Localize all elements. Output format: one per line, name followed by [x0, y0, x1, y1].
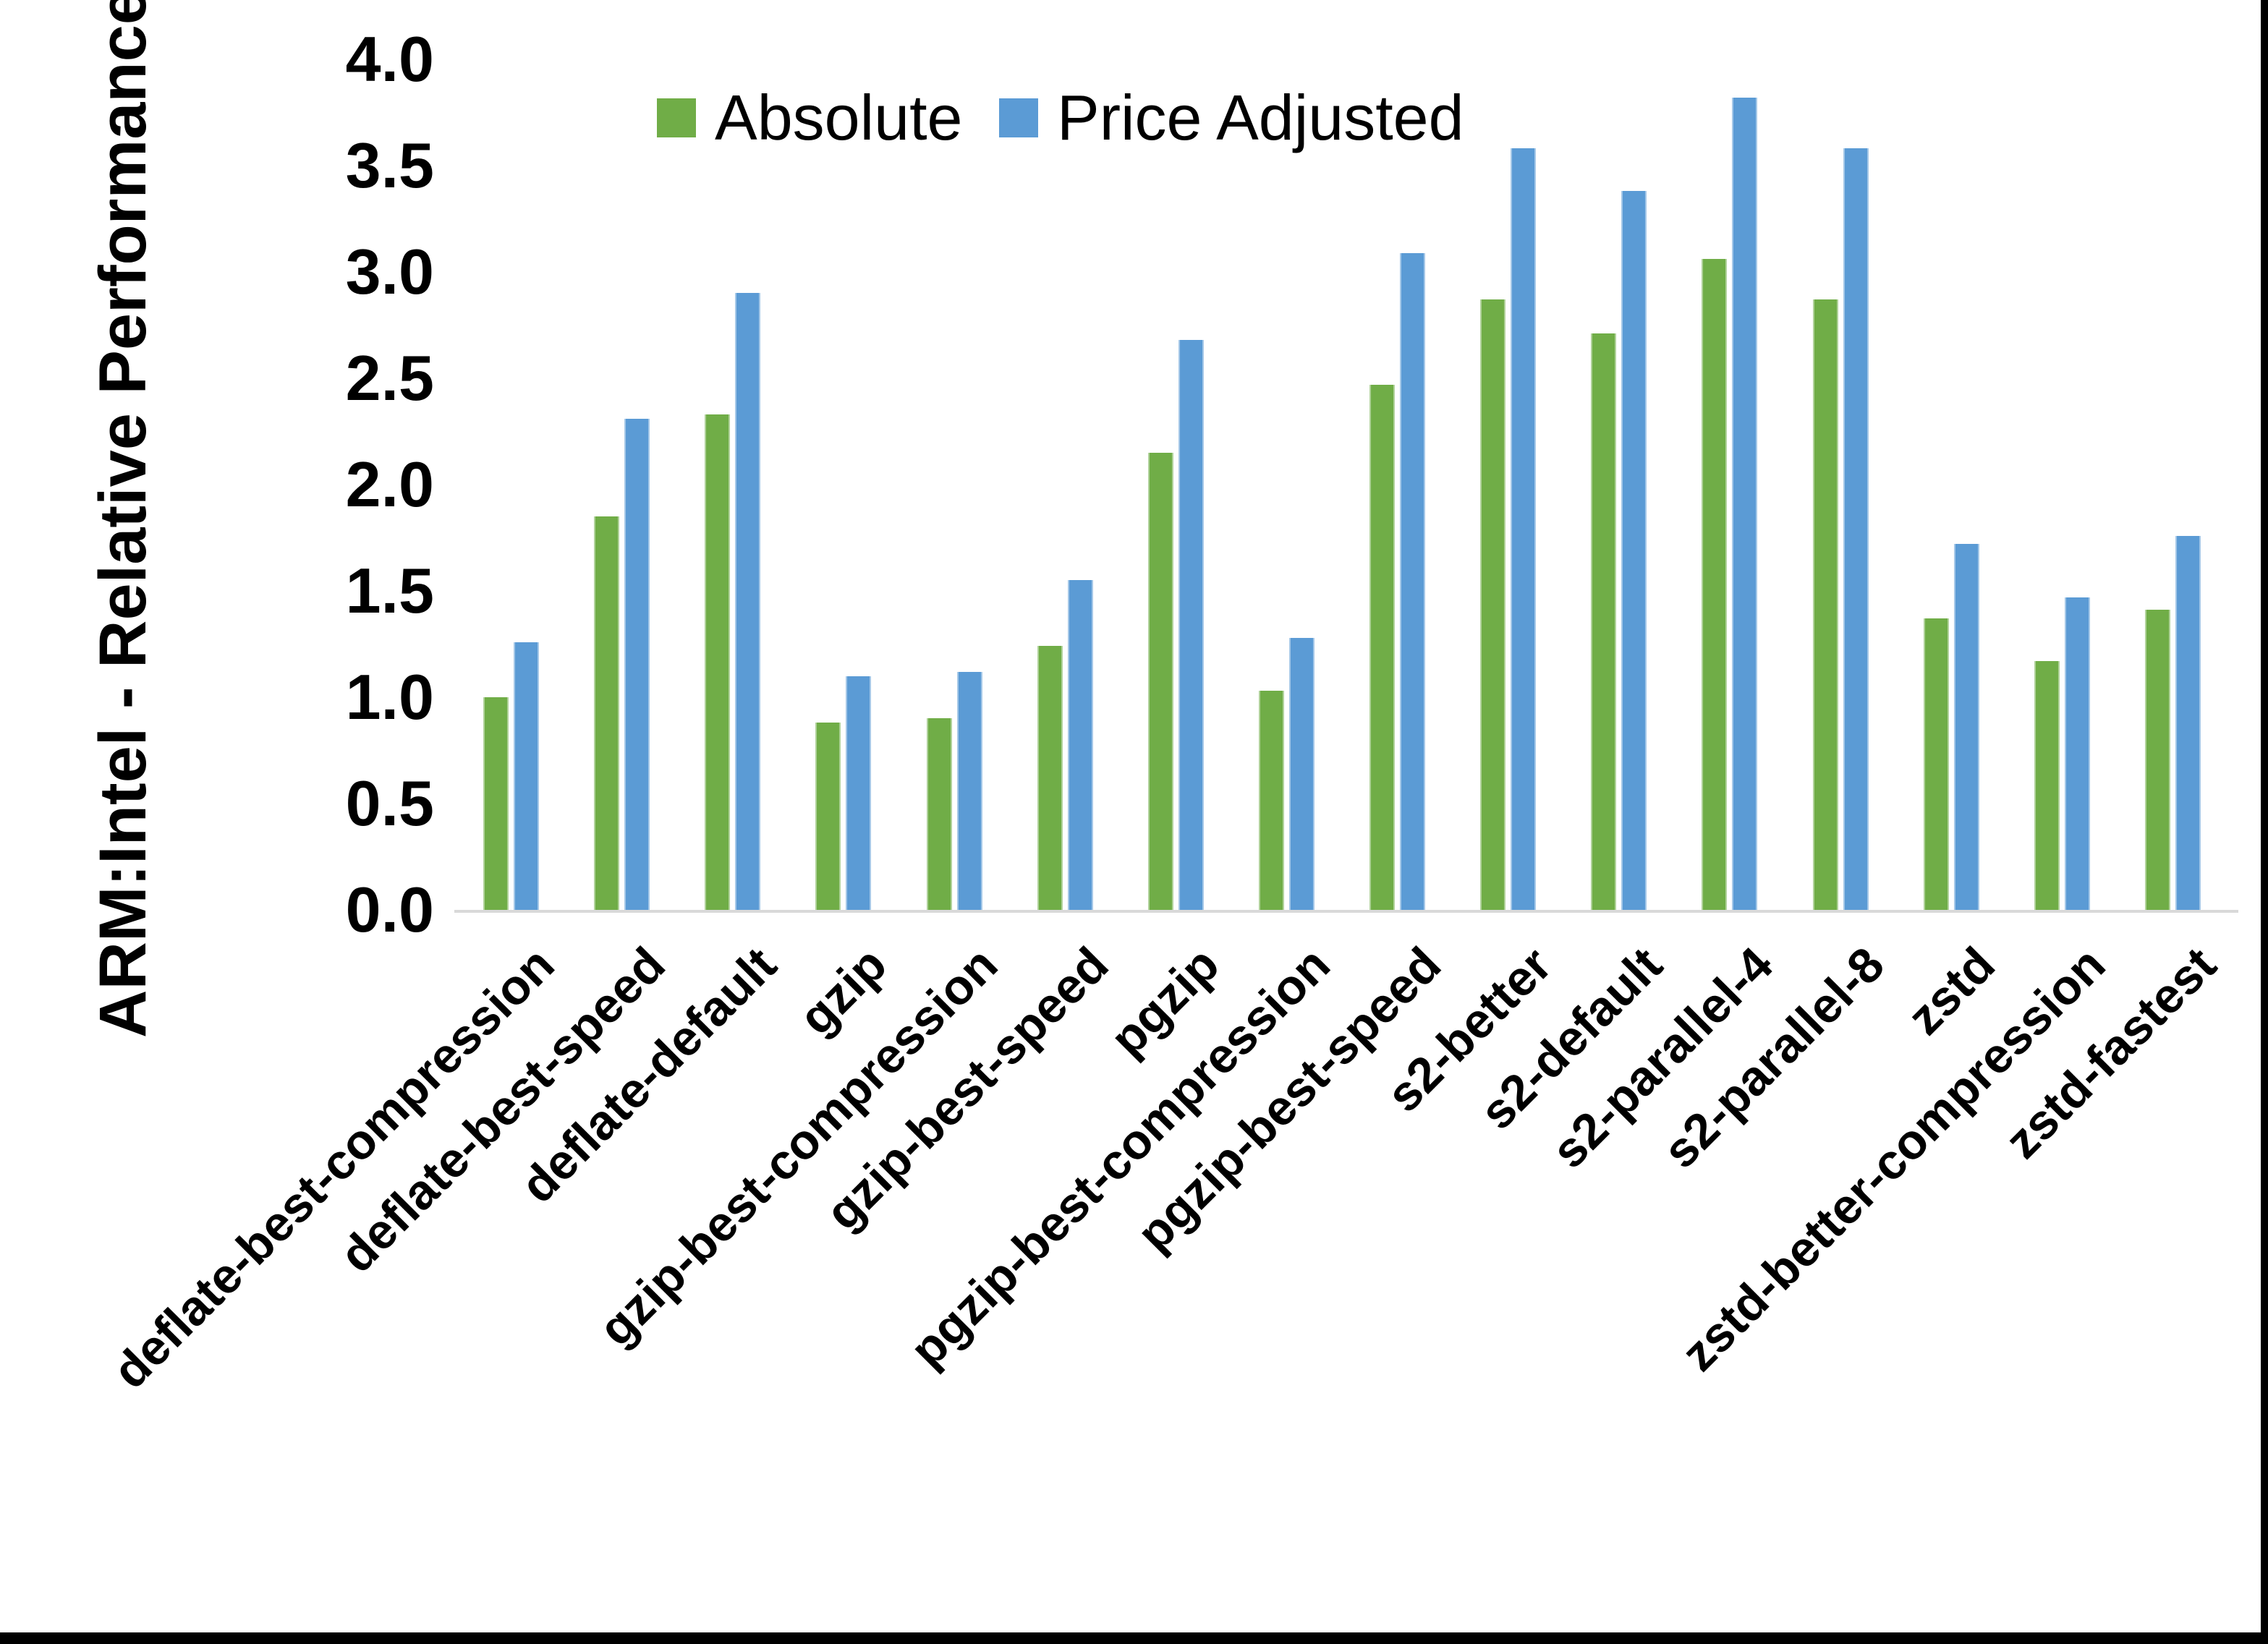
bar-price-adjusted-s2-parallel-8: [1843, 148, 1869, 910]
y-tick-label: 3.0: [345, 236, 434, 307]
bar-price-adjusted-s2-better: [1511, 148, 1536, 910]
legend-swatch-icon: [999, 98, 1038, 137]
legend-item-absolute: Absolute: [657, 82, 962, 153]
bar-price-adjusted-pgzip-best-speed: [1400, 253, 1425, 910]
bar-absolute-deflate-default: [705, 414, 730, 910]
y-tick-label: 3.5: [345, 129, 434, 201]
bar-absolute-gzip-best-speed: [1037, 646, 1063, 910]
bar-price-adjusted-pgzip-best-compression: [1289, 638, 1314, 910]
y-tick-label: 2.5: [345, 342, 434, 414]
legend-label: Absolute: [715, 82, 963, 153]
bar-absolute-gzip: [815, 723, 841, 910]
y-tick-label: 2.0: [345, 448, 434, 520]
bar-price-adjusted-deflate-best-compression: [514, 642, 539, 910]
bar-price-adjusted-pgzip: [1178, 340, 1204, 910]
legend: Absolute Price Adjusted: [0, 82, 2268, 153]
bar-price-adjusted-zstd-better-compression: [2065, 597, 2090, 910]
y-tick-label: 4.0: [345, 23, 434, 95]
window-edge-bottom: [0, 1632, 2268, 1644]
bar-absolute-pgzip-best-compression: [1259, 691, 1284, 910]
x-axis-line: [454, 910, 2238, 913]
x-category-label: deflate-best-compression: [103, 937, 566, 1400]
bar-price-adjusted-gzip-best-compression: [957, 672, 982, 910]
bar-price-adjusted-deflate-default: [735, 293, 760, 910]
bar-absolute-pgzip-best-speed: [1369, 385, 1395, 910]
window-edge-right: [2261, 0, 2268, 1644]
bar-absolute-s2-parallel-4: [1702, 259, 1727, 910]
bar-price-adjusted-s2-default: [1621, 191, 1647, 910]
bar-absolute-gzip-best-compression: [927, 718, 952, 910]
bar-absolute-s2-better: [1480, 299, 1505, 910]
y-tick-label: 1.0: [345, 661, 434, 733]
bar-absolute-zstd-fastest: [2145, 610, 2170, 910]
bar-price-adjusted-deflate-best-speed: [624, 419, 650, 910]
y-tick-label: 0.0: [345, 874, 434, 945]
bar-absolute-zstd: [1924, 618, 1949, 910]
y-tick-label: 0.5: [345, 767, 434, 839]
bar-price-adjusted-zstd: [1954, 544, 1979, 910]
bar-price-adjusted-s2-parallel-4: [1732, 98, 1757, 910]
bar-absolute-deflate-best-compression: [483, 697, 509, 910]
legend-item-price-adjusted: Price Adjusted: [999, 82, 1464, 153]
bar-absolute-pgzip: [1148, 453, 1173, 910]
bar-absolute-zstd-better-compression: [2034, 661, 2060, 910]
legend-label: Price Adjusted: [1057, 82, 1464, 153]
bar-price-adjusted-gzip-best-speed: [1068, 580, 1093, 910]
bar-absolute-s2-default: [1591, 333, 1616, 910]
y-tick-label: 1.5: [345, 555, 434, 626]
bar-absolute-deflate-best-speed: [594, 516, 619, 910]
legend-swatch-icon: [657, 98, 696, 137]
bar-price-adjusted-gzip: [846, 676, 871, 910]
bar-price-adjusted-zstd-fastest: [2175, 536, 2201, 910]
bar-absolute-s2-parallel-8: [1813, 299, 1838, 910]
